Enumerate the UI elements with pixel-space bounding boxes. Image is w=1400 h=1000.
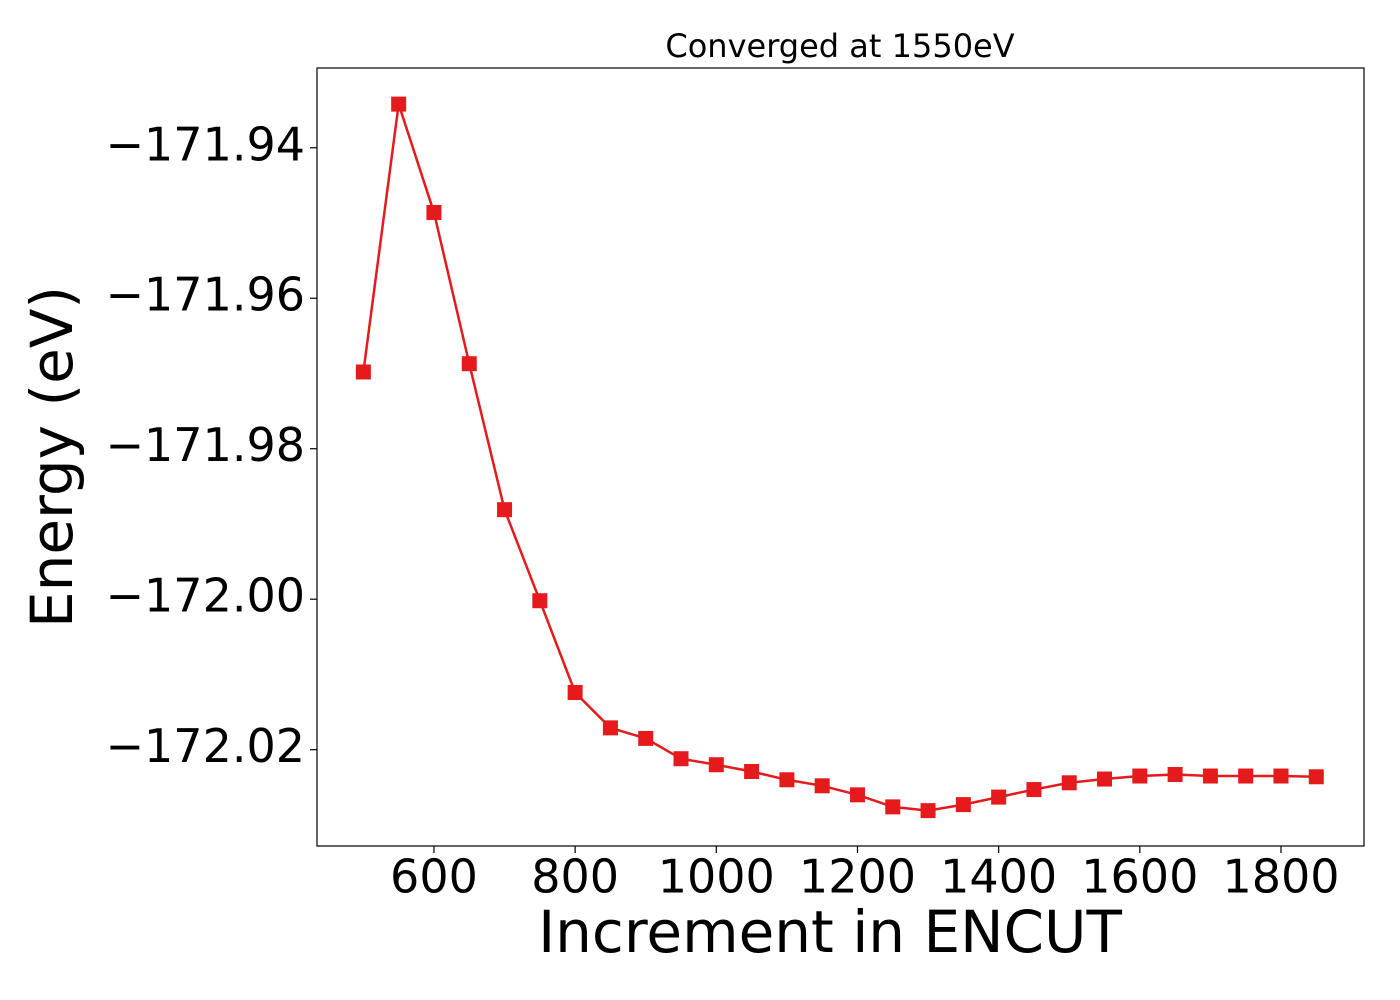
marker [1132, 768, 1148, 784]
y-tick-label: −171.98 [106, 418, 306, 472]
marker [708, 757, 724, 773]
y-axis-label: Energy (eV) [18, 286, 86, 628]
y-tick-label: −172.02 [106, 719, 306, 773]
x-tick-label: 1200 [799, 850, 916, 904]
marker [673, 751, 689, 767]
x-tick-label: 1400 [940, 850, 1057, 904]
marker [885, 799, 901, 815]
marker [567, 685, 583, 701]
y-tick-label: −171.94 [106, 117, 306, 171]
marker [1061, 775, 1077, 791]
marker [991, 789, 1007, 805]
series-line [362, 103, 1317, 812]
marker [920, 803, 936, 819]
x-axis-label: Increment in ENCUT [538, 898, 1122, 966]
x-tick-label: 1600 [1081, 850, 1198, 904]
marker [638, 730, 654, 746]
marker [744, 764, 760, 780]
x-tick-label: 800 [531, 850, 619, 904]
marker [955, 797, 971, 813]
marker [779, 772, 795, 788]
chart-title: Converged at 1550eV [665, 27, 1014, 65]
plot-frame [316, 67, 1365, 847]
x-tick-label: 1800 [1222, 850, 1339, 904]
x-tick-label: 1000 [658, 850, 775, 904]
marker [497, 502, 513, 518]
marker [461, 356, 477, 372]
marker [391, 96, 407, 112]
marker [1202, 768, 1218, 784]
y-tick-label: −171.96 [106, 268, 306, 322]
marker [1026, 782, 1042, 798]
marker [1097, 771, 1113, 787]
marker [602, 720, 618, 736]
marker [426, 204, 442, 220]
marker [532, 593, 548, 609]
marker [1167, 767, 1183, 783]
marker [1273, 768, 1289, 784]
marker [1238, 768, 1254, 784]
marker [849, 787, 865, 803]
x-tick-label: 600 [390, 850, 478, 904]
y-tick-label: −172.00 [106, 569, 306, 623]
marker [814, 778, 830, 794]
marker [1308, 769, 1324, 785]
marker [355, 364, 371, 380]
